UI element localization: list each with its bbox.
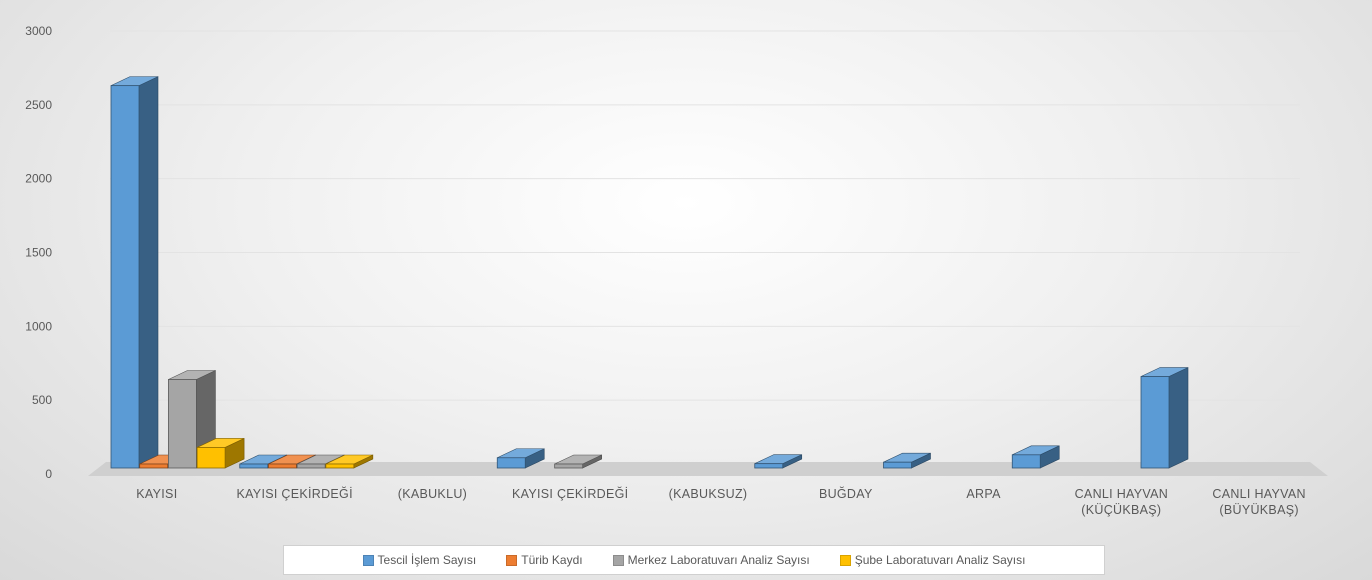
y-tick-label: 2500	[25, 98, 52, 112]
bar	[754, 463, 784, 469]
x-category-label: ARPA	[966, 487, 1001, 501]
legend-label: Merkez Laboratuvarı Analiz Sayısı	[627, 553, 810, 567]
legend-item: Tescil İşlem Sayısı	[362, 553, 477, 567]
x-category-label-line: (BÜYÜKBAŞ)	[1219, 503, 1298, 517]
bar	[167, 379, 197, 469]
bar	[883, 461, 912, 469]
bar-side	[138, 76, 159, 469]
chart-plot: 0 500 1000 1500 2000 2500 3000 KAYISI KAYISI ÇEK…	[25, 24, 1328, 517]
x-category-label: KAYISI	[136, 487, 177, 501]
x-category-label-line: ARPA	[966, 487, 1001, 501]
legend-swatch	[506, 554, 518, 566]
y-tick-label: 0	[45, 467, 52, 481]
y-tick-label: 2000	[25, 172, 52, 186]
legend-swatch	[362, 554, 374, 566]
bar	[196, 447, 226, 469]
y-tick-label: 1000	[25, 319, 52, 333]
bar	[139, 463, 169, 469]
x-category-label: CANLI HAYVAN (BÜYÜKBAŞ)	[1212, 487, 1305, 517]
bar	[239, 463, 269, 469]
bar	[296, 463, 326, 469]
x-category-label: CANLI HAYVAN (KÜÇÜKBAŞ)	[1075, 487, 1168, 517]
x-category-label-line: KAYISI ÇEKİRDEĞİ	[512, 486, 628, 501]
x-category-label-line: CANLI HAYVAN	[1075, 487, 1168, 501]
x-category-label-line: KAYISI	[136, 487, 177, 501]
bar	[554, 463, 584, 469]
x-category-label-line: (KABUKLU)	[398, 487, 467, 501]
legend: Tescil İşlem Sayısı Türib Kaydı Merkez Lab…	[283, 545, 1105, 575]
legend-item: Merkez Laboratuvarı Analiz Sayısı	[612, 553, 810, 567]
legend-label: Tescil İşlem Sayısı	[377, 553, 477, 567]
bar	[268, 463, 297, 469]
y-tick-label: 1500	[25, 246, 52, 260]
x-category-label: BUĞDAY	[819, 486, 873, 501]
bar	[325, 463, 355, 469]
bar	[496, 457, 526, 469]
x-category-label-line: CANLI HAYVAN	[1212, 487, 1305, 501]
legend-label: Şube Laboratuvarı Analiz Sayısı	[854, 553, 1026, 567]
x-category-label: KAYISI ÇEKİRDEĞİ	[512, 486, 628, 501]
legend-item: Türib Kaydı	[506, 553, 583, 567]
y-tick-label: 500	[32, 393, 52, 407]
x-category-label-line: KAYISI ÇEKİRDEĞİ	[236, 486, 352, 501]
bar	[110, 85, 140, 469]
x-category-label: (KABUKLU)	[398, 487, 467, 501]
bar	[1140, 376, 1170, 469]
y-tick-label: 3000	[25, 24, 52, 38]
x-category-label: (KABUKSUZ)	[669, 487, 748, 501]
x-category-label-line: (KÜÇÜKBAŞ)	[1081, 503, 1161, 517]
x-category-label-line: BUĞDAY	[819, 486, 873, 501]
legend-swatch	[839, 554, 851, 566]
x-category-label-line: (KABUKSUZ)	[669, 487, 748, 501]
bar-side	[1168, 367, 1189, 469]
legend-item: Şube Laboratuvarı Analiz Sayısı	[839, 553, 1026, 567]
bar	[1011, 454, 1041, 469]
legend-label: Türib Kaydı	[521, 553, 583, 567]
legend-swatch	[612, 554, 624, 566]
x-category-label: KAYISI ÇEKİRDEĞİ	[236, 486, 352, 501]
